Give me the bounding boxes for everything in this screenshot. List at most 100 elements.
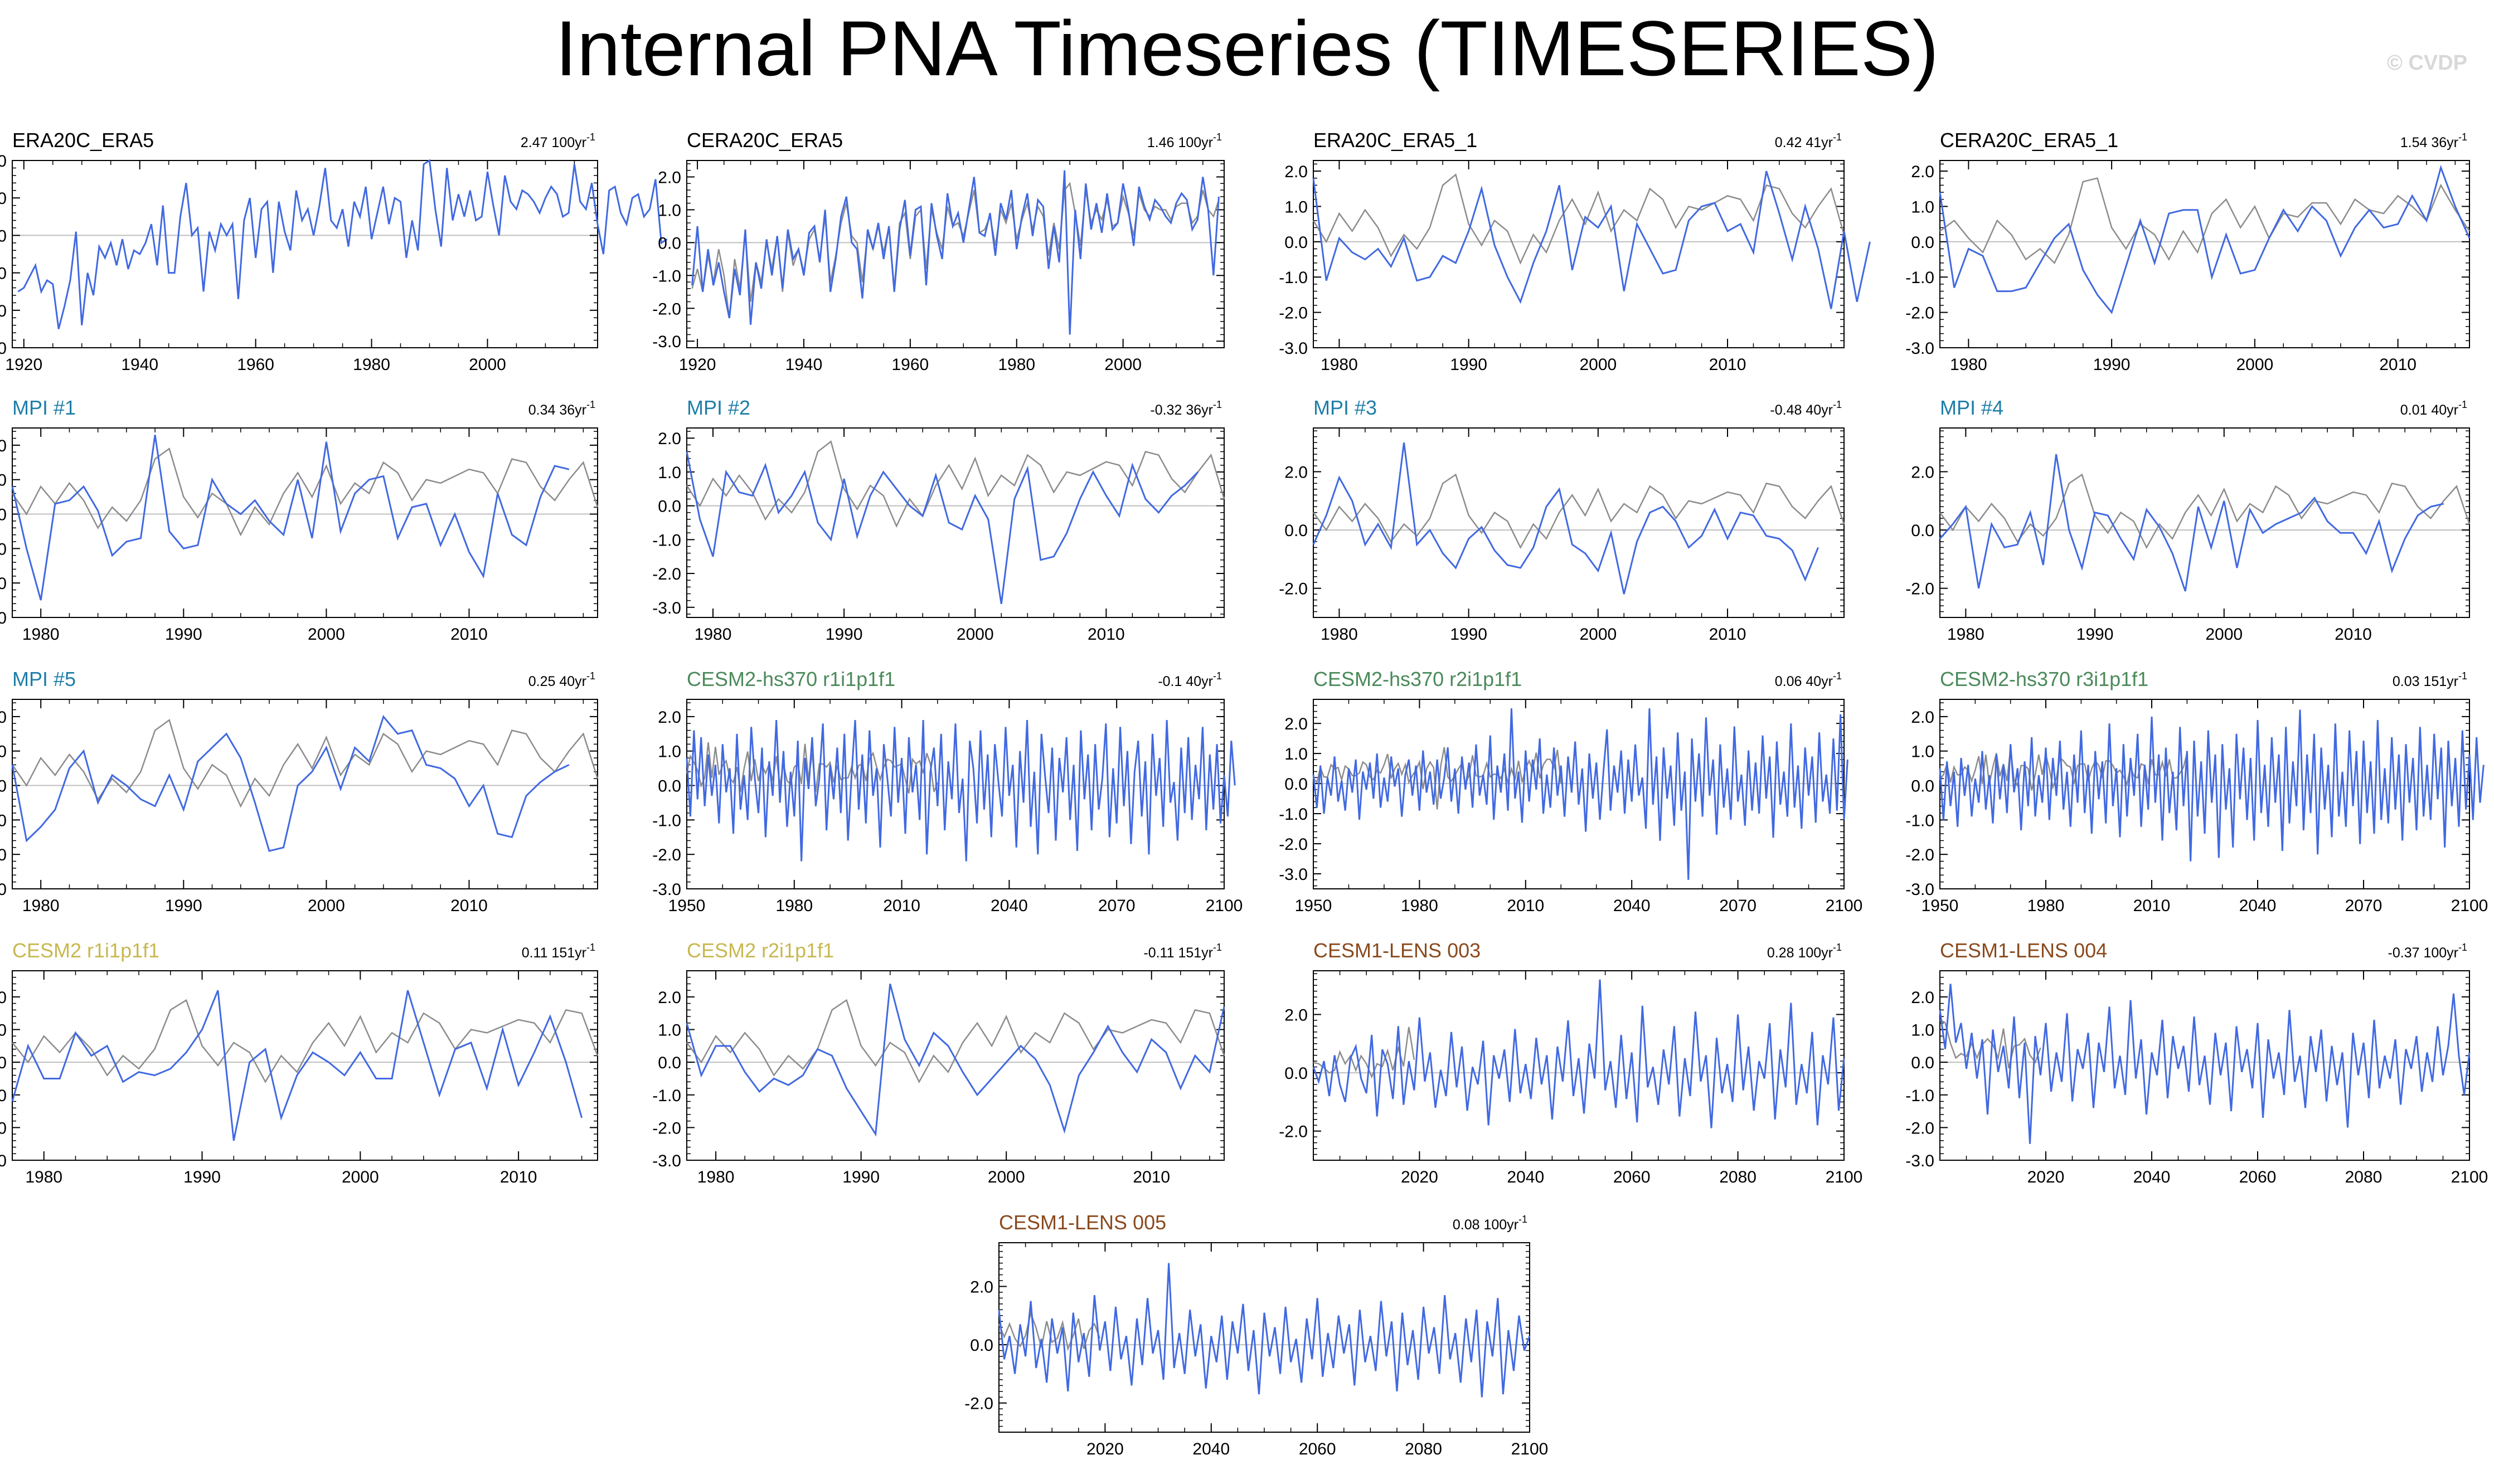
plot-frame	[1939, 160, 2470, 348]
y-tick-label: -1.0	[652, 531, 681, 549]
obs-series-line	[12, 999, 599, 1083]
y-tick-label: 1.0	[658, 464, 681, 482]
panel-title: ERA20C_ERA5	[12, 129, 154, 152]
model-series-line	[686, 451, 1199, 604]
plot-frame	[1313, 160, 1845, 348]
obs-series-line	[1312, 173, 1845, 265]
y-tick-label: 1.0	[0, 743, 7, 761]
x-tick-label: 1990	[2093, 356, 2131, 374]
trend-label: 0.08 100yr-1	[1453, 1214, 1527, 1233]
y-tick-label: -1.0	[1905, 811, 1934, 830]
y-tick-label: 0.0	[0, 1054, 7, 1072]
x-tick-label: 2010	[1133, 1168, 1170, 1186]
y-tick-label: -3.0	[1905, 880, 1934, 899]
x-tick-label: 1980	[22, 897, 60, 915]
panel-title: MPI #5	[12, 668, 76, 690]
y-tick-label: 0.0	[658, 498, 681, 516]
x-tick-label: 2010	[2335, 625, 2372, 644]
trend-label: 1.54 36yr-1	[2400, 132, 2467, 150]
x-tick-label: 1950	[668, 897, 706, 915]
model-series-line	[1939, 709, 2485, 862]
y-tick-label: 0.0	[1284, 233, 1308, 252]
x-tick-label: 1920	[679, 356, 716, 374]
x-tick-label: 2000	[988, 1168, 1025, 1186]
y-tick-label: 0.0	[658, 234, 681, 252]
x-tick-label: 2040	[1192, 1440, 1230, 1458]
x-tick-label: 2100	[1826, 1168, 1863, 1186]
x-tick-label: 1990	[2076, 625, 2114, 644]
plot-frame	[12, 970, 598, 1161]
y-tick-label: 1.0	[0, 471, 7, 490]
y-tick-label: -3.0	[652, 333, 681, 351]
y-tick-label: -3.0	[652, 599, 681, 617]
y-tick-label: -2.0	[0, 302, 7, 320]
trend-label: 0.01 40yr-1	[2400, 399, 2467, 418]
panel-title: CESM1-LENS 003	[1313, 939, 1481, 962]
x-tick-label: 2100	[2451, 1168, 2488, 1186]
x-tick-label: 2100	[1206, 897, 1243, 915]
x-tick-label: 2080	[2345, 1168, 2383, 1186]
plot-frame	[686, 699, 1225, 889]
y-tick-label: 1.0	[1284, 198, 1308, 216]
x-tick-label: 1980	[353, 356, 390, 374]
x-tick-label: 2000	[308, 897, 345, 915]
y-tick-label: -1.0	[1905, 269, 1934, 287]
y-tick-label: -2.0	[0, 575, 7, 593]
model-series-line	[11, 714, 570, 852]
model-series-line	[1312, 171, 1871, 309]
x-tick-label: 1980	[2027, 897, 2065, 915]
panel-6: 2.0 1.0 0.0 -1.0 -2.0 -3.0 1980 1990 2000 2010 MPI…	[652, 396, 1225, 644]
trend-label: 0.03 151yr-1	[2393, 670, 2467, 689]
y-tick-label: -2.0	[1279, 835, 1308, 854]
y-tick-label: 2.0	[658, 708, 681, 727]
panel-14: 2.0 1.0 0.0 -1.0 -2.0 -3.0 1980 1990 2000 2010 CES…	[652, 939, 1225, 1186]
model-series-line	[1939, 454, 2444, 592]
model-series-line	[1312, 442, 1819, 595]
x-tick-label: 1950	[1295, 897, 1332, 915]
panel-title: ERA20C_ERA5_1	[1313, 129, 1477, 152]
plot-frame	[1939, 427, 2470, 618]
plot-frame	[1939, 699, 2470, 889]
y-tick-label: 0.0	[0, 227, 7, 245]
y-tick-label: -2.0	[964, 1395, 993, 1413]
model-series-line	[691, 170, 1220, 335]
y-tick-label: -1.0	[652, 267, 681, 285]
model-series-line	[1939, 984, 2471, 1144]
x-tick-label: 1980	[695, 625, 732, 644]
obs-series-line	[1312, 473, 1845, 549]
y-tick-label: -2.0	[652, 846, 681, 864]
x-tick-label: 1990	[1450, 356, 1487, 374]
y-tick-label: 2.0	[1911, 163, 1934, 181]
x-tick-label: 1990	[1450, 625, 1487, 644]
plot-frame	[686, 427, 1225, 618]
x-tick-label: 2000	[342, 1168, 379, 1186]
plot-frame	[12, 160, 598, 348]
y-tick-label: 2.0	[1284, 463, 1308, 481]
y-tick-label: 2.0	[1911, 989, 1934, 1007]
trend-label: 0.28 100yr-1	[1767, 942, 1842, 961]
model-series-line	[998, 1263, 1531, 1398]
y-tick-label: -2.0	[1905, 846, 1934, 864]
x-tick-label: 2020	[2027, 1168, 2065, 1186]
x-tick-label: 2060	[1299, 1440, 1336, 1458]
plot-frame	[998, 1242, 1530, 1433]
y-tick-label: 1.0	[658, 743, 681, 761]
y-tick-label: -3.0	[1279, 339, 1308, 358]
model-series-line	[1939, 164, 2471, 314]
y-tick-label: -1.0	[652, 1087, 681, 1105]
cvdp-watermark: © CVDP	[2386, 51, 2467, 75]
obs-series-line	[998, 1311, 1101, 1351]
y-tick-label: 2.0	[970, 1278, 993, 1296]
y-tick-label: -1.0	[1905, 1087, 1934, 1105]
y-tick-label: -3.0	[1905, 1152, 1934, 1170]
y-tick-label: 2.0	[658, 430, 681, 448]
y-tick-label: -2.0	[1905, 304, 1934, 323]
trend-label: -0.32 36yr-1	[1150, 399, 1222, 418]
y-tick-label: 0.0	[1284, 522, 1308, 540]
x-tick-label: 1990	[165, 625, 202, 644]
y-tick-label: 0.0	[1911, 777, 1934, 796]
x-tick-label: 2010	[883, 897, 920, 915]
